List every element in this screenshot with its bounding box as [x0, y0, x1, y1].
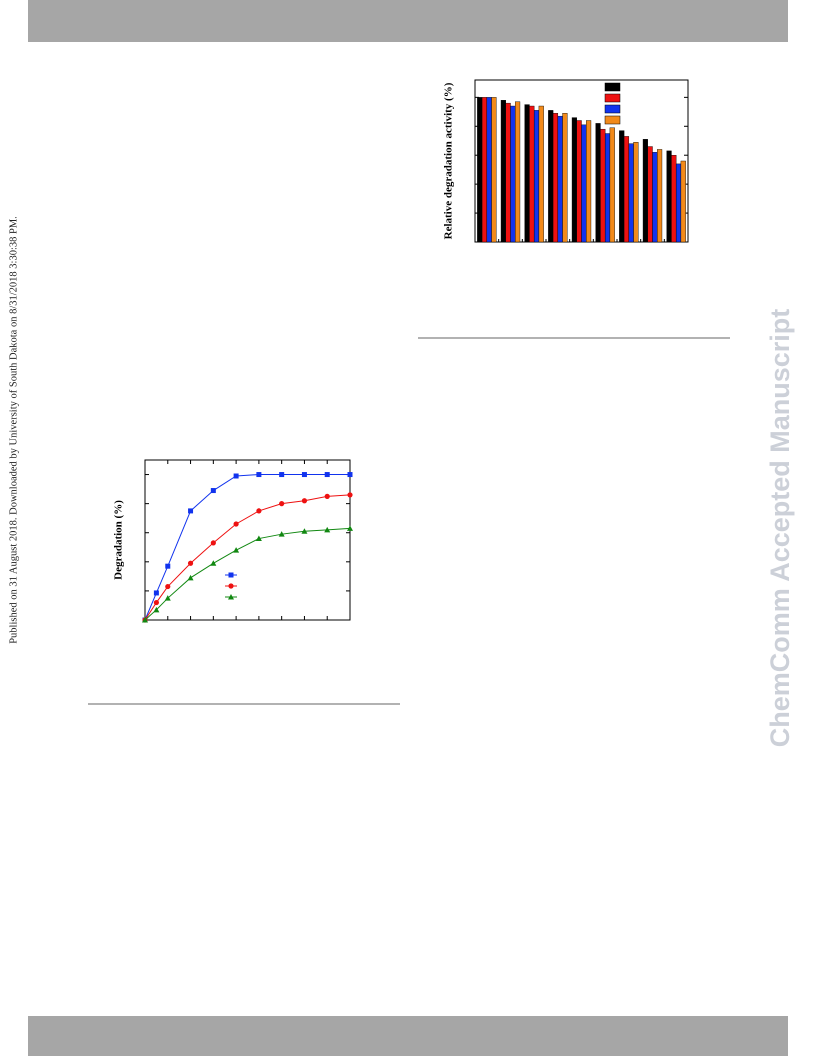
bar [552, 113, 559, 243]
bar [680, 160, 686, 243]
marker [233, 473, 239, 479]
marker [153, 599, 159, 606]
bar [477, 97, 483, 243]
bar [628, 143, 634, 243]
marker [165, 563, 171, 569]
marker [228, 572, 234, 578]
marker [142, 617, 148, 623]
series-line [144, 494, 351, 621]
bar [623, 136, 630, 243]
bar [533, 110, 540, 243]
y-axis-label: Degradation (%) [113, 500, 125, 580]
marker [165, 583, 171, 590]
marker [228, 594, 234, 600]
legend-swatch [604, 93, 621, 103]
marker [279, 501, 285, 507]
bar [671, 155, 677, 243]
marker [256, 472, 262, 478]
marker [347, 472, 353, 478]
bar [576, 120, 582, 243]
bar [657, 149, 663, 243]
marker [256, 508, 262, 514]
bar [515, 101, 521, 243]
bar [571, 117, 577, 243]
bar [505, 102, 511, 243]
footer-bar [28, 1016, 788, 1056]
watermark: ChemComm Accepted Manuscript [765, 309, 795, 748]
bar [481, 97, 488, 243]
marker [347, 525, 353, 531]
marker [153, 590, 159, 596]
bar [604, 133, 611, 243]
header-bar [28, 0, 788, 42]
bar [538, 105, 544, 243]
marker [233, 547, 240, 553]
plot-frame [144, 459, 351, 621]
marker [255, 535, 262, 542]
marker [153, 606, 160, 613]
bar [619, 130, 625, 243]
marker [347, 492, 353, 498]
marker [187, 574, 194, 581]
marker [301, 528, 308, 534]
bar [562, 113, 568, 243]
marker [188, 508, 194, 514]
bar [595, 123, 601, 243]
bar [609, 127, 615, 243]
bar [548, 110, 554, 243]
marker [279, 472, 285, 478]
legend-swatch [604, 104, 621, 114]
bar [642, 139, 648, 243]
marker [324, 493, 330, 499]
bar [510, 105, 516, 243]
bar [491, 97, 497, 243]
series-line [144, 474, 350, 621]
marker [187, 560, 194, 566]
marker [233, 521, 239, 527]
marker [324, 472, 330, 478]
series-line [144, 527, 351, 621]
y-axis-label: Relative degradation activity (%) [443, 82, 455, 239]
legend-swatch [604, 115, 621, 125]
bar [586, 120, 592, 243]
bar [647, 146, 653, 243]
bar [666, 150, 672, 243]
marker [301, 472, 307, 478]
marker [210, 488, 216, 494]
marker [324, 526, 331, 533]
bar [600, 128, 606, 243]
bar [486, 97, 492, 243]
marker [210, 540, 216, 546]
marker [278, 531, 285, 537]
legend-swatch [604, 82, 621, 92]
bar [500, 100, 506, 243]
marker [301, 498, 308, 504]
bar [581, 124, 587, 243]
margin-note: Published on 31 August 2018. Downloaded … [8, 216, 19, 644]
marker [164, 595, 171, 601]
bar [675, 163, 682, 243]
bar [524, 104, 530, 243]
bar [652, 152, 658, 243]
marker [228, 583, 234, 589]
bar [529, 105, 535, 243]
bar [633, 141, 639, 243]
marker [210, 560, 217, 566]
bar [557, 115, 563, 243]
